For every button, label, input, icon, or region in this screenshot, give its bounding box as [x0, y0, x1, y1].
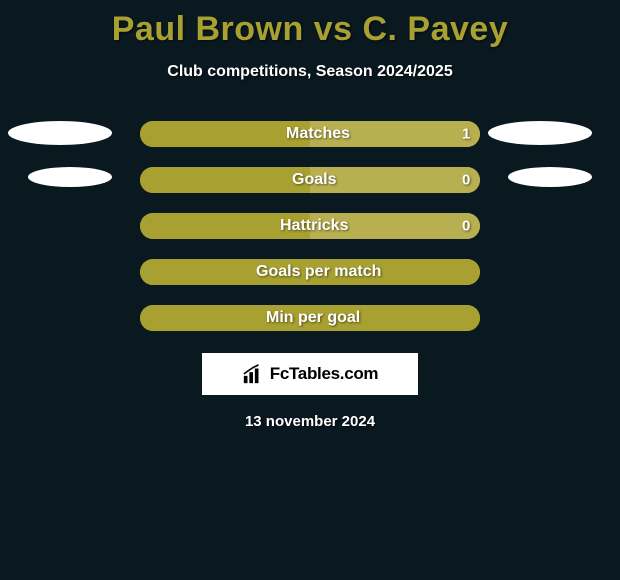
- bar-label: Hattricks: [280, 217, 348, 235]
- brand-text: FcTables.com: [270, 364, 379, 384]
- bar-chart-icon: [242, 363, 264, 385]
- right-ellipse: [488, 121, 592, 145]
- bar-label: Matches: [286, 125, 350, 143]
- bar-track: Goals 0: [140, 167, 480, 193]
- bar-label: Min per goal: [266, 309, 360, 327]
- right-ellipse: [508, 167, 592, 187]
- bar-left-fill: [140, 167, 310, 193]
- stat-row: Goals 0: [0, 167, 620, 197]
- left-ellipse: [8, 121, 112, 145]
- stat-row: Min per goal: [0, 305, 620, 335]
- bar-label: Goals per match: [256, 263, 381, 281]
- page-title: Paul Brown vs C. Pavey: [0, 0, 620, 49]
- bar-right-value: 1: [462, 126, 470, 143]
- bar-track: Hattricks 0: [140, 213, 480, 239]
- bar-track: Goals per match: [140, 259, 480, 285]
- bar-track: Matches 1: [140, 121, 480, 147]
- bar-track: Min per goal: [140, 305, 480, 331]
- bar-right-value: 0: [462, 172, 470, 189]
- bar-right-value: 0: [462, 218, 470, 235]
- brand-box: FcTables.com: [202, 353, 418, 395]
- stat-row: Hattricks 0: [0, 213, 620, 243]
- date-text: 13 november 2024: [0, 413, 620, 430]
- stats-rows: Matches 1 Goals 0 Hattricks 0 Goals per match M…: [0, 121, 620, 335]
- page-subtitle: Club competitions, Season 2024/2025: [0, 63, 620, 81]
- stat-row: Goals per match: [0, 259, 620, 289]
- stat-row: Matches 1: [0, 121, 620, 151]
- left-ellipse: [28, 167, 112, 187]
- bar-left-fill: [140, 121, 310, 147]
- bar-label: Goals: [292, 171, 336, 189]
